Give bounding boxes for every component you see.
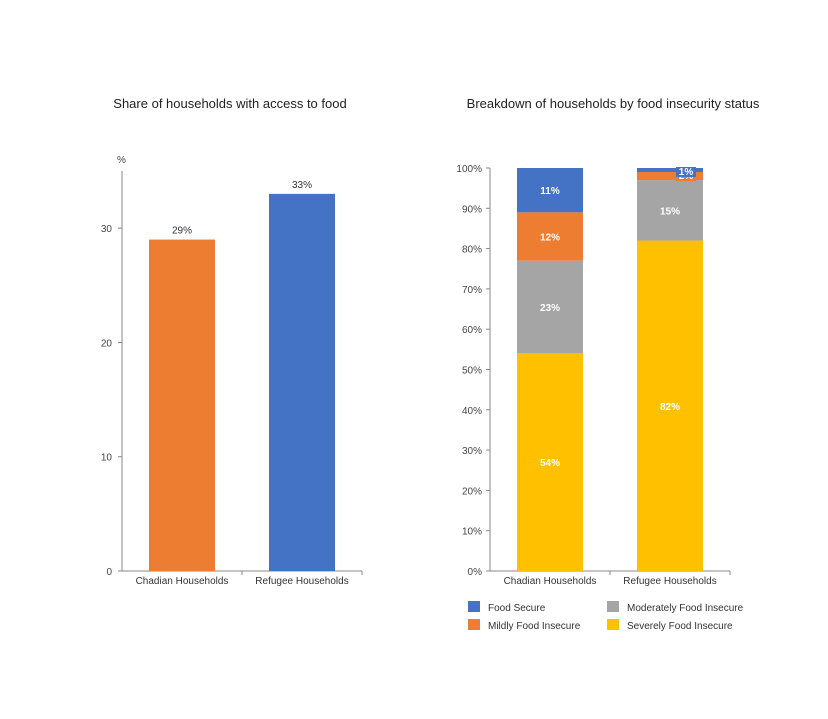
breakdown-y-tick-label: 50% — [462, 366, 482, 377]
breakdown-y-tick-label: 100% — [456, 164, 482, 175]
breakdown-y-tick-label: 0% — [468, 567, 483, 578]
breakdown-y-tick-label: 70% — [462, 285, 482, 296]
breakdown-segment-1-0 — [517, 260, 583, 354]
access-chart: Share of households with access to food … — [101, 96, 363, 587]
legend-swatch — [468, 601, 480, 612]
breakdown-y-tick-label: 90% — [462, 204, 482, 215]
breakdown-chart-title: Breakdown of households by food insecuri… — [467, 96, 760, 111]
access-y-tick-label: 0 — [106, 567, 112, 578]
breakdown-chart: Breakdown of households by food insecuri… — [456, 96, 759, 632]
legend-entry: Moderately Food Insecure — [627, 603, 744, 614]
breakdown-segment-label: 12% — [540, 233, 560, 244]
breakdown-y-tick-label: 30% — [462, 446, 482, 457]
breakdown-segment-2-0 — [517, 212, 583, 261]
access-bar-value-label: 33% — [292, 180, 312, 191]
breakdown-segment-label: 1% — [679, 167, 694, 178]
breakdown-segment-label: 15% — [660, 206, 680, 217]
access-y-tick-label: 10 — [101, 453, 113, 464]
breakdown-segment-label: 11% — [540, 186, 560, 197]
access-bar-0 — [149, 239, 215, 572]
breakdown-segment-label: 23% — [540, 303, 560, 314]
breakdown-chart-bars: 54%23%12%11%Chadian Households82%15%2%1%… — [504, 167, 717, 587]
breakdown-segment-0-1 — [637, 240, 703, 572]
legend-swatch — [468, 619, 480, 630]
breakdown-category-label: Chadian Households — [504, 576, 597, 587]
access-chart-bars: 29% Chadian Households 33% Refugee Househol… — [136, 180, 349, 587]
breakdown-y-tick-label: 20% — [462, 486, 482, 497]
breakdown-segment-0-0 — [517, 353, 583, 571]
access-y-tick-label: 20 — [101, 338, 113, 349]
breakdown-category-label: Refugee Households — [623, 576, 716, 587]
legend-entry: Mildly Food Insecure — [488, 621, 581, 632]
legend-swatch — [607, 601, 619, 612]
legend-swatch — [607, 619, 619, 630]
access-bar-1 — [269, 193, 335, 571]
breakdown-y-tick-label: 80% — [462, 245, 482, 256]
legend-entry: Food Secure — [488, 603, 546, 614]
breakdown-segment-3-0 — [517, 168, 583, 213]
breakdown-segment-1-1 — [637, 180, 703, 241]
breakdown-y-tick-label: 60% — [462, 325, 482, 336]
breakdown-y-tick-label: 40% — [462, 406, 482, 417]
access-chart-title: Share of households with access to food — [113, 96, 346, 111]
access-bar-value-label: 29% — [172, 226, 192, 237]
breakdown-y-tick-label: 10% — [462, 527, 482, 538]
breakdown-segment-label: 54% — [540, 458, 560, 469]
legend-entry: Severely Food Insecure — [627, 621, 733, 632]
access-chart-ylabel: % — [117, 155, 126, 166]
breakdown-segment-2-1 — [637, 172, 703, 181]
access-category-label: Refugee Households — [255, 576, 348, 587]
breakdown-small-label-bg — [676, 167, 696, 177]
breakdown-segment-label: 82% — [660, 402, 680, 413]
access-y-tick-label: 30 — [101, 224, 113, 235]
access-category-label: Chadian Households — [136, 576, 229, 587]
breakdown-segment-3-1 — [637, 168, 703, 173]
breakdown-chart-legend: Food Secure Moderately Food Insecure Mildl… — [468, 601, 744, 632]
